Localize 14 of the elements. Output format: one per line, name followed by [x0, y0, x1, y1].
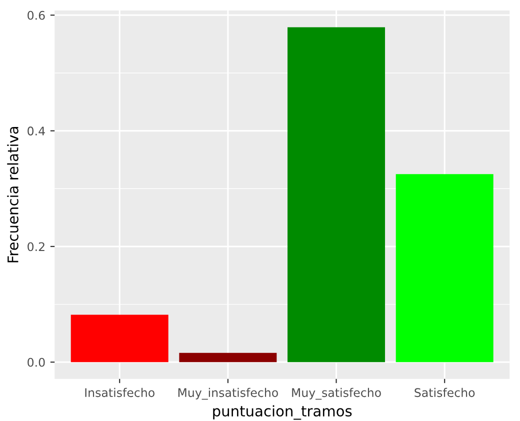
- y-tick-label: 0.6: [28, 10, 45, 20]
- x-tick-label: Muy_satisfecho: [292, 388, 381, 400]
- bar: [288, 27, 386, 362]
- x-tick-label: Muy_insatisfecho: [178, 388, 278, 400]
- bar: [179, 352, 277, 362]
- x-tick-label: Satisfecho: [414, 388, 475, 398]
- bar: [70, 314, 168, 362]
- y-tick-label: 0.0: [28, 358, 45, 367]
- y-tick-label: 0.4: [28, 126, 45, 136]
- x-axis-title: puntuacion_tramos: [213, 405, 352, 420]
- x-tick-label: Insatisfecho: [85, 388, 154, 398]
- y-axis-title: Frecuencia relativa: [7, 127, 18, 262]
- y-tick-label: 0.2: [28, 242, 44, 252]
- bar: [396, 174, 494, 362]
